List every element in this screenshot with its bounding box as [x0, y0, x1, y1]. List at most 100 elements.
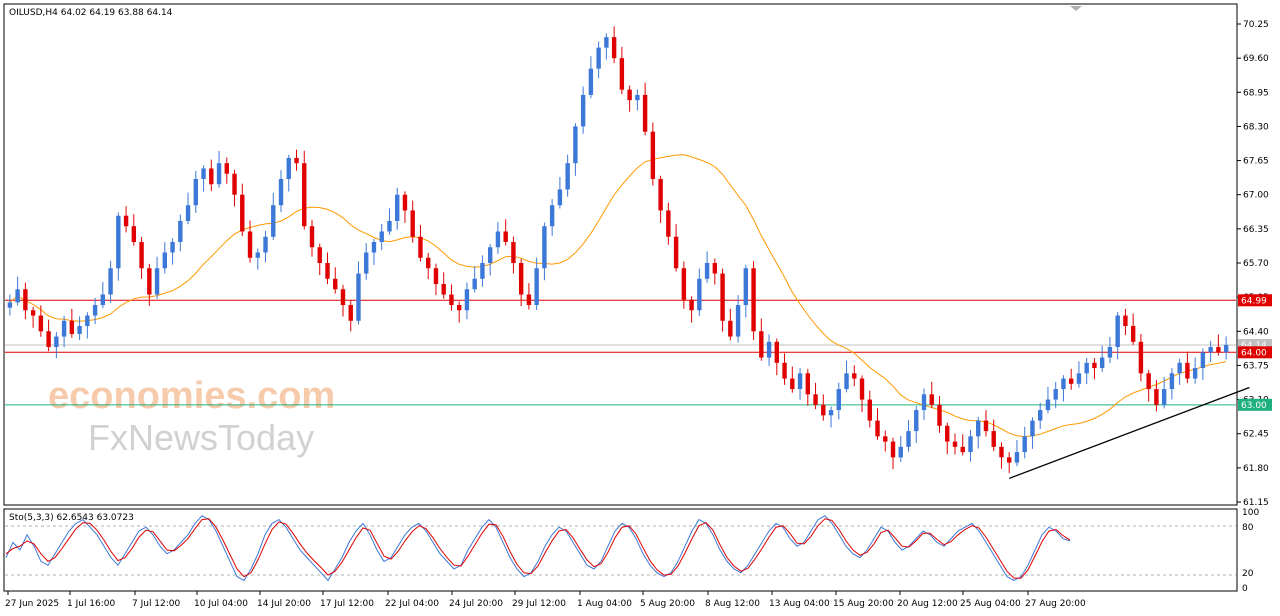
candle-body	[1208, 347, 1213, 353]
candle-body	[286, 157, 291, 179]
price-tick-label: 67.00	[1243, 191, 1269, 201]
candle-body	[441, 284, 446, 295]
time-axis: 27 Jun 2025 1 Jul 16:00 7 Jul 12:00 10 Jul …	[5, 591, 1086, 609]
candle-body	[100, 294, 106, 306]
candle-body	[464, 289, 470, 311]
candle-body	[1045, 399, 1051, 411]
candle-body	[116, 215, 121, 269]
candle-body	[85, 315, 90, 327]
candle-body	[836, 389, 841, 411]
candle-body	[960, 446, 965, 453]
candle-body	[782, 362, 787, 379]
candle-body	[456, 305, 462, 311]
trendline[interactable]	[1008, 386, 1250, 479]
stochastic-d-line	[5, 518, 1071, 579]
watermark-economies: economies.com	[48, 375, 335, 417]
candle-body	[1099, 357, 1105, 369]
candle-body	[635, 94, 640, 101]
price-tick-label: 68.30	[1243, 122, 1269, 132]
candle-body	[170, 241, 175, 253]
candle-body	[743, 268, 749, 306]
candle-body	[511, 241, 516, 263]
candle-body	[952, 441, 958, 447]
candle-body	[209, 168, 214, 185]
candle-body	[7, 302, 13, 308]
candle-body	[573, 126, 578, 164]
candle-body	[542, 226, 547, 269]
candle-body	[914, 410, 919, 432]
candle-body	[387, 220, 392, 232]
candle-body	[1084, 362, 1089, 374]
candles-group	[7, 26, 1229, 474]
candle-body	[875, 420, 880, 437]
candle-body	[867, 399, 872, 421]
candle-body	[426, 257, 431, 269]
candle-body	[1007, 457, 1012, 463]
level-tag-label: 63.00	[1241, 401, 1267, 411]
candle-body	[983, 420, 989, 432]
candle-body	[418, 236, 423, 258]
candle-body	[1038, 410, 1043, 421]
candle-body	[728, 320, 733, 337]
candle-body	[766, 341, 772, 358]
candle-body	[1200, 352, 1206, 369]
candle-body	[797, 373, 803, 390]
candle-body	[449, 294, 454, 306]
time-tick-label: 5 Aug 20:00	[640, 599, 695, 609]
candle-body	[480, 263, 485, 279]
candle-body	[30, 310, 36, 316]
candle-body	[154, 268, 160, 295]
candle-body	[123, 215, 129, 227]
price-axis: 70.25 69.60 68.95 68.30 67.65 67.00 66.35 65.70…	[1237, 20, 1269, 508]
candle-body	[720, 273, 725, 321]
candle-body	[247, 231, 253, 258]
candle-body	[565, 163, 570, 190]
candle-body	[317, 247, 322, 263]
candle-body	[852, 373, 857, 379]
candle-body	[890, 441, 896, 458]
candle-body	[929, 394, 934, 405]
candle-body	[38, 315, 44, 332]
candle-body	[162, 252, 168, 269]
symbol-header: OILUSD,H4 64.02 64.19 63.88 64.14	[9, 8, 173, 18]
candle-body	[302, 163, 307, 227]
price-tick-label: 65.70	[1243, 259, 1269, 269]
price-tick-label: 70.25	[1243, 20, 1269, 30]
candle-body	[557, 189, 563, 206]
stochastic-tick-label: 80	[1242, 523, 1254, 533]
candle-body	[348, 305, 353, 321]
candle-body	[325, 263, 330, 279]
candle-body	[813, 394, 818, 405]
candle-body	[518, 263, 524, 295]
candle-body	[278, 178, 284, 206]
candle-body	[844, 373, 849, 390]
candle-body	[216, 163, 222, 185]
level-tag-bg	[1238, 346, 1272, 359]
candle-body	[1216, 347, 1221, 353]
candle-body	[503, 231, 508, 242]
time-tick-label: 1 Aug 04:00	[577, 599, 632, 609]
candle-body	[580, 94, 586, 127]
price-tick-label: 62.45	[1243, 430, 1269, 440]
candle-body	[526, 294, 532, 306]
watermark-fxnewstoday: FxNewsToday	[88, 417, 314, 458]
scroll-marker-icon[interactable]	[1070, 6, 1082, 11]
price-tick-label: 67.65	[1243, 157, 1269, 167]
stochastic-title: Sto(5,3,3) 62.6543 63.0723	[9, 513, 134, 523]
candle-body	[224, 163, 229, 174]
candle-body	[774, 341, 780, 363]
candle-body	[828, 410, 834, 416]
candle-body	[937, 404, 942, 426]
candle-body	[108, 268, 113, 295]
time-tick-label: 1 Jul 16:00	[67, 599, 116, 609]
candle-body	[333, 278, 338, 290]
candle-body	[1138, 341, 1144, 374]
candle-body	[201, 168, 206, 179]
candle-body	[131, 226, 137, 242]
candle-body	[271, 205, 276, 237]
level-tag-bg	[1238, 294, 1272, 307]
candle-body	[945, 425, 950, 442]
candle-body	[487, 247, 493, 263]
candle-body	[178, 220, 183, 242]
time-tick-label: 8 Aug 12:00	[705, 599, 760, 609]
